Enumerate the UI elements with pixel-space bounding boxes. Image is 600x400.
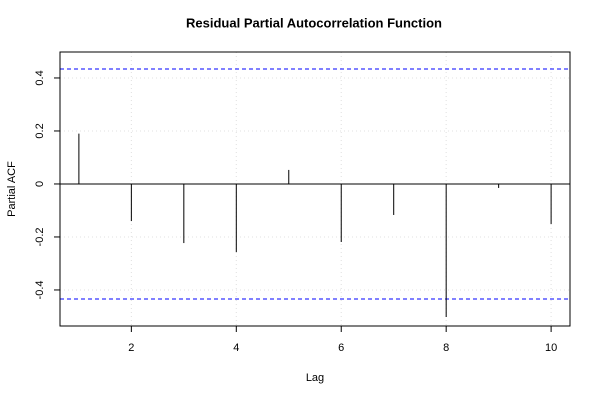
y-tick-label: 0 (34, 181, 46, 187)
x-tick-label: 8 (443, 342, 449, 354)
y-tick-label: 0.2 (34, 123, 46, 138)
x-tick-label: 2 (128, 342, 134, 354)
y-axis-label: Partial ACF (6, 161, 18, 217)
x-tick-label: 4 (233, 342, 239, 354)
y-tick-label: -0.2 (34, 227, 46, 246)
chart-title: Residual Partial Autocorrelation Functio… (186, 15, 442, 30)
x-tick-label: 6 (338, 342, 344, 354)
y-tick-label: 0.4 (34, 70, 46, 85)
x-axis-label: Lag (306, 372, 324, 384)
y-tick-label: -0.4 (34, 280, 46, 299)
x-tick-label: 10 (545, 342, 557, 354)
plot-frame (59, 51, 571, 327)
